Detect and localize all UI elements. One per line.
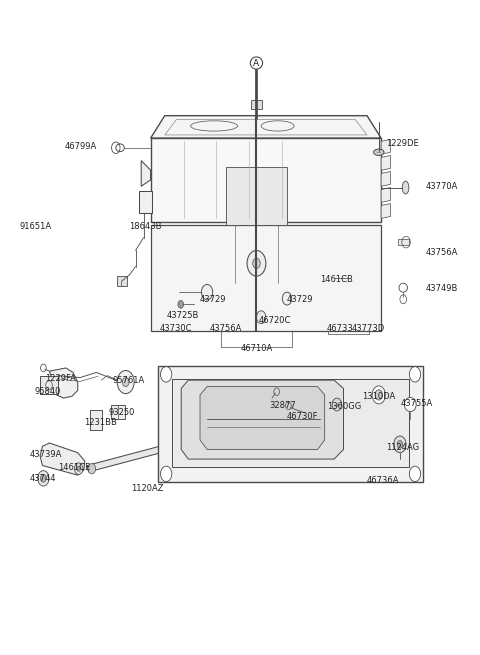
Text: 43744: 43744	[30, 474, 56, 483]
Polygon shape	[40, 443, 85, 475]
Text: 1231BB: 1231BB	[84, 418, 117, 427]
Text: 1229DE: 1229DE	[386, 140, 419, 149]
Circle shape	[252, 258, 260, 269]
Text: 43725B: 43725B	[167, 311, 200, 320]
Polygon shape	[381, 155, 391, 170]
Text: 43770A: 43770A	[426, 182, 458, 191]
Text: 46710A: 46710A	[240, 343, 273, 352]
Text: 43756A: 43756A	[426, 248, 458, 257]
Text: 46799A: 46799A	[64, 142, 96, 151]
Circle shape	[372, 386, 385, 404]
Bar	[226, 167, 287, 225]
Circle shape	[77, 466, 81, 472]
Ellipse shape	[402, 181, 409, 194]
Polygon shape	[200, 386, 324, 449]
Bar	[110, 405, 125, 419]
Circle shape	[409, 466, 420, 481]
Circle shape	[74, 463, 83, 474]
Text: A: A	[253, 58, 260, 67]
Text: 43729: 43729	[200, 295, 227, 305]
Text: 1461CB: 1461CB	[320, 276, 353, 284]
Circle shape	[160, 367, 172, 382]
Polygon shape	[49, 368, 78, 398]
Circle shape	[332, 398, 342, 411]
Text: 43773D: 43773D	[352, 324, 385, 333]
Bar	[40, 376, 58, 394]
Circle shape	[247, 250, 266, 276]
Ellipse shape	[373, 149, 384, 155]
Circle shape	[397, 440, 403, 448]
Polygon shape	[151, 138, 381, 221]
Text: 95761A: 95761A	[113, 375, 145, 384]
Circle shape	[117, 371, 134, 394]
Text: 43756A: 43756A	[209, 324, 242, 333]
Polygon shape	[381, 140, 391, 154]
Text: 43749B: 43749B	[426, 284, 458, 293]
Polygon shape	[157, 366, 423, 481]
Text: 18643B: 18643B	[130, 222, 162, 231]
Circle shape	[40, 474, 46, 482]
Circle shape	[38, 471, 49, 486]
Text: 91651A: 91651A	[20, 222, 52, 231]
Circle shape	[394, 436, 406, 453]
Polygon shape	[381, 187, 391, 202]
Bar	[397, 239, 409, 246]
Circle shape	[409, 367, 420, 382]
Circle shape	[256, 311, 266, 324]
Text: 43739A: 43739A	[30, 450, 62, 459]
Polygon shape	[151, 116, 381, 138]
Text: 1120AZ: 1120AZ	[131, 484, 163, 493]
Polygon shape	[87, 443, 173, 472]
Bar	[90, 409, 102, 430]
Polygon shape	[172, 379, 409, 468]
Circle shape	[88, 464, 96, 474]
Text: 46730F: 46730F	[287, 411, 319, 421]
Polygon shape	[381, 204, 391, 218]
Text: 46736A: 46736A	[367, 476, 399, 485]
Circle shape	[202, 284, 213, 300]
Circle shape	[122, 377, 129, 386]
Ellipse shape	[405, 398, 416, 411]
Circle shape	[282, 292, 292, 305]
Text: 1310DA: 1310DA	[362, 392, 396, 401]
Polygon shape	[141, 160, 151, 186]
Text: 43730C: 43730C	[160, 324, 192, 333]
Text: 1360GG: 1360GG	[327, 402, 361, 411]
Text: 43755A: 43755A	[401, 400, 433, 408]
Text: 1124AG: 1124AG	[386, 443, 419, 452]
Text: 1461CE: 1461CE	[58, 463, 90, 472]
Text: 43729: 43729	[287, 295, 313, 305]
Text: 1229FA: 1229FA	[45, 375, 76, 383]
Polygon shape	[181, 380, 344, 459]
Circle shape	[375, 390, 383, 400]
Bar	[139, 191, 152, 214]
Circle shape	[178, 301, 183, 309]
Polygon shape	[151, 225, 381, 331]
Text: 46733: 46733	[327, 324, 354, 333]
Text: 46720C: 46720C	[259, 316, 291, 325]
Polygon shape	[381, 172, 391, 186]
Circle shape	[160, 466, 172, 481]
Bar	[117, 276, 127, 286]
Text: 95840: 95840	[35, 387, 61, 396]
Text: 93250: 93250	[108, 407, 135, 417]
Text: 32877: 32877	[270, 401, 296, 409]
Circle shape	[165, 441, 172, 451]
Bar	[252, 100, 262, 109]
